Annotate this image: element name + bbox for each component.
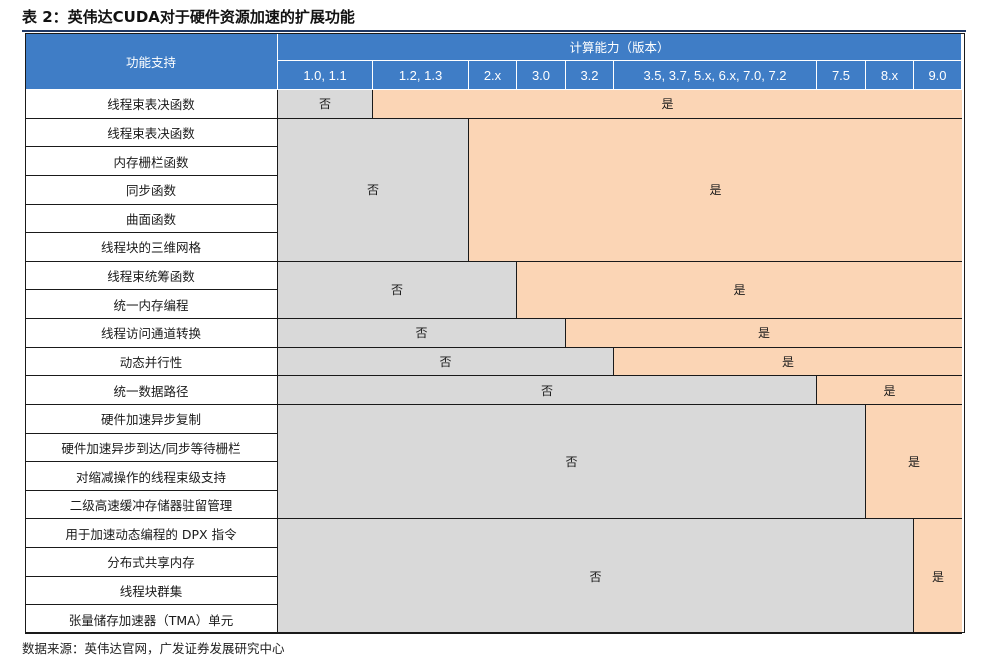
unsupported-range: 否	[278, 404, 866, 520]
unsupported-range: 否	[278, 347, 614, 377]
supported-range: 是	[914, 519, 962, 634]
feature-label: 线程块群集	[25, 576, 278, 606]
feature-label: 硬件加速异步到达/同步等待栅栏	[25, 433, 278, 463]
supported-range: 是	[614, 347, 962, 377]
feature-label: 内存栅栏函数	[25, 147, 278, 176]
source-note: 数据来源：英伟达官网，广发证券发展研究中心	[22, 641, 285, 656]
feature-label: 同步函数	[25, 175, 278, 205]
feature-label: 线程束表决函数	[25, 118, 278, 148]
version-header: 3.2	[566, 61, 614, 90]
supported-range: 是	[566, 319, 962, 348]
feature-label: 分布式共享内存	[25, 548, 278, 577]
supported-range: 是	[373, 90, 962, 119]
feature-label: 曲面函数	[25, 204, 278, 234]
feature-label: 张量储存加速器（TMA）单元	[25, 605, 278, 634]
version-header: 7.5	[817, 61, 866, 90]
feature-label: 硬件加速异步复制	[25, 404, 278, 434]
table-title: 表 2：英伟达CUDA对于硬件资源加速的扩展功能	[22, 8, 355, 26]
supported-range: 是	[817, 376, 962, 405]
version-header: 2.x	[469, 61, 517, 90]
supported-range: 是	[517, 261, 962, 320]
unsupported-range: 否	[278, 519, 914, 634]
feature-label: 动态并行性	[25, 347, 278, 377]
version-header: 1.0, 1.1	[278, 61, 373, 90]
capability-table: 功能支持 计算能力（版本） 1.0, 1.1 1.2, 1.3 2.x 3.0 3.2 3.5…	[25, 33, 965, 634]
feature-label: 线程块的三维网格	[25, 233, 278, 262]
feature-label: 用于加速动态编程的 DPX 指令	[25, 519, 278, 549]
feature-label: 对缩减操作的线程束级支持	[25, 462, 278, 491]
feature-label: 线程束统筹函数	[25, 261, 278, 291]
feature-label: 线程束表决函数	[25, 90, 278, 119]
version-header: 3.0	[517, 61, 566, 90]
unsupported-range: 否	[278, 261, 517, 320]
unsupported-range: 否	[278, 319, 566, 348]
version-header: 8.x	[866, 61, 914, 90]
capability-group-header: 计算能力（版本）	[278, 33, 962, 61]
feature-label: 统一数据路径	[25, 376, 278, 405]
version-header: 3.5, 3.7, 5.x, 6.x, 7.0, 7.2	[614, 61, 817, 90]
feature-label: 统一内存编程	[25, 290, 278, 320]
supported-range: 是	[469, 118, 962, 262]
supported-range: 是	[866, 404, 962, 520]
feature-label: 线程访问通道转换	[25, 319, 278, 348]
unsupported-range: 否	[278, 90, 373, 119]
version-header: 9.0	[914, 61, 962, 90]
version-header: 1.2, 1.3	[373, 61, 469, 90]
feature-label: 二级高速缓冲存储器驻留管理	[25, 490, 278, 520]
unsupported-range: 否	[278, 376, 817, 405]
feature-column-header: 功能支持	[25, 33, 278, 90]
unsupported-range: 否	[278, 118, 469, 262]
title-divider	[22, 30, 966, 32]
